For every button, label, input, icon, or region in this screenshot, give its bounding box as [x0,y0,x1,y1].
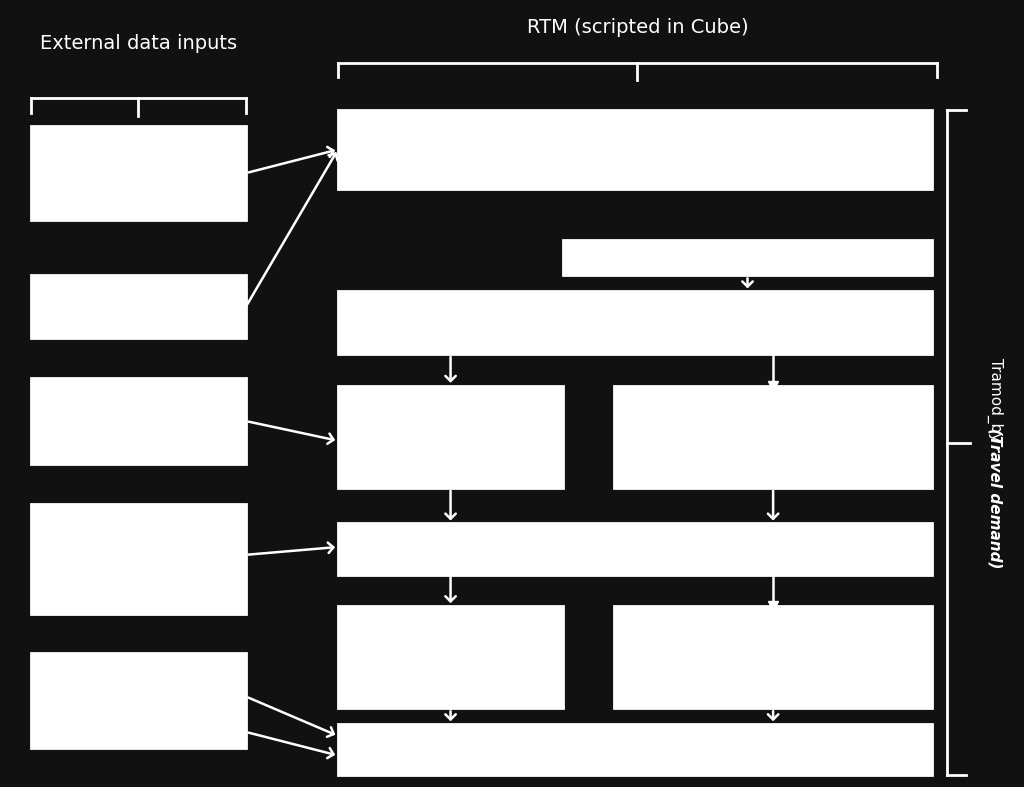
FancyBboxPatch shape [614,386,932,488]
Text: RTM (scripted in Cube): RTM (scripted in Cube) [526,18,749,37]
Text: Tramod_by: Tramod_by [987,358,1004,441]
FancyBboxPatch shape [614,606,932,708]
FancyBboxPatch shape [338,606,563,708]
FancyBboxPatch shape [31,504,246,614]
Text: External data inputs: External data inputs [40,34,237,53]
FancyBboxPatch shape [338,386,563,488]
FancyBboxPatch shape [31,126,246,220]
FancyBboxPatch shape [338,523,932,575]
FancyBboxPatch shape [338,110,932,189]
FancyBboxPatch shape [338,724,932,775]
Text: (Travel demand): (Travel demand) [988,427,1002,568]
FancyBboxPatch shape [563,240,932,275]
FancyBboxPatch shape [31,275,246,338]
FancyBboxPatch shape [31,378,246,464]
FancyBboxPatch shape [338,291,932,354]
FancyBboxPatch shape [31,653,246,748]
